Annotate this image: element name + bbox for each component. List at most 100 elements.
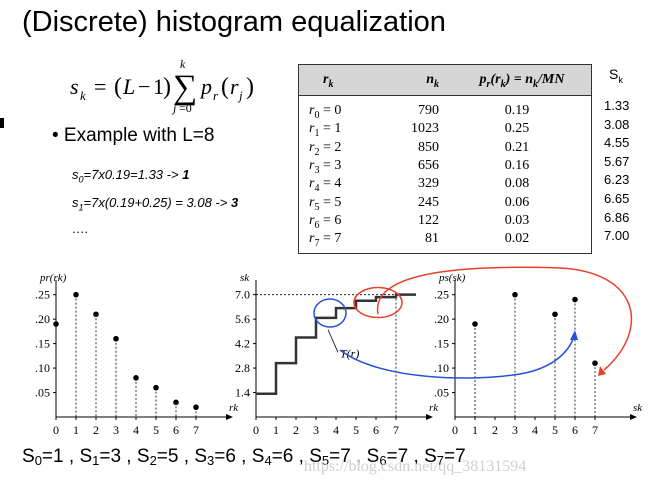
- table-cell-p: 0.08: [504, 176, 530, 192]
- ps-x-tick-label: 6: [572, 423, 578, 437]
- ps-y-tick-label: .15: [434, 337, 449, 351]
- transform-curve-label: T(r): [340, 347, 359, 361]
- ps-point: [512, 291, 518, 298]
- ps-x-tick-label: 1: [472, 423, 478, 437]
- pr-x-tick-label: 0: [53, 423, 59, 437]
- pr-y-tick-label: .15: [35, 337, 50, 351]
- slide-title: (Discrete) histogram equalization: [22, 6, 446, 38]
- ps-x-tick-label: 4: [532, 423, 538, 437]
- table-cell-n: 245: [418, 194, 439, 210]
- table-cell-r: r3 = 3: [309, 157, 342, 176]
- svg-text:j: j: [237, 88, 243, 103]
- transform-staircase: [256, 293, 416, 396]
- pr-point: [193, 404, 199, 411]
- blue-highlight-circle: [313, 298, 347, 328]
- pr-point: [73, 291, 79, 298]
- ps-x-tick-label: 7: [592, 423, 598, 437]
- ps-point: [592, 360, 598, 366]
- svg-text:s: s: [70, 74, 79, 99]
- svg-text:−: −: [138, 74, 150, 99]
- svg-text:(: (: [221, 74, 229, 100]
- table-cell-p: 0.16: [504, 157, 530, 173]
- mapping-item: S1=3: [79, 446, 122, 468]
- mapping-item: S3=6: [194, 446, 236, 468]
- transform-y-label: sk: [240, 272, 250, 284]
- mapping-item: S2=5: [136, 446, 179, 468]
- calc-line-s1: s1=7x(0.19+0.25) = 3.08 -> 3: [72, 195, 239, 213]
- table-cell-n: 656: [418, 157, 439, 173]
- red-mapping-curve: [376, 266, 633, 371]
- pr-x-tick-label: 7: [193, 423, 199, 437]
- table-cell-p: 0.19: [504, 103, 530, 118]
- svg-text:∑: ∑: [173, 69, 197, 106]
- transform-x-label: rk: [429, 402, 439, 414]
- example-heading: • Example with L=8: [52, 125, 215, 146]
- red-arrowhead: [598, 366, 606, 376]
- sk-value: 7.00: [604, 228, 630, 244]
- ps-x-arrow: [630, 414, 637, 420]
- sk-value: 1.33: [604, 98, 630, 113]
- table-cell-n: 81: [425, 231, 439, 247]
- transform-y-tick-label: 2.8: [235, 361, 250, 375]
- ps-x-tick-label: 0: [452, 423, 458, 437]
- sk-value: 6.23: [604, 172, 630, 188]
- pr-point: [153, 384, 159, 391]
- table-cell-r: r1 = 1: [309, 121, 342, 140]
- ps-point: [552, 311, 558, 318]
- svg-text:=: =: [94, 74, 106, 99]
- pr-y-label: pr(rk): [39, 272, 67, 284]
- table-cell-p: 0.25: [504, 121, 530, 137]
- pr-x-tick-label: 4: [133, 423, 139, 437]
- svg-text:): ): [163, 74, 171, 100]
- table-cell-r: r4 = 4: [309, 176, 342, 194]
- transform-x-tick-label: 1: [273, 423, 279, 437]
- svg-text:r: r: [230, 74, 239, 99]
- mapping-item: S4=6: [251, 446, 294, 468]
- transform-y-tick-label: 7.0: [235, 288, 250, 302]
- pr-x-arrow: [226, 414, 233, 420]
- svg-text:(: (: [114, 74, 122, 100]
- table-cell-r: r2 = 2: [309, 139, 342, 158]
- calc-line-s0: s0=7x0.19=1.33 -> 1: [72, 167, 190, 185]
- pr-point: [93, 311, 99, 318]
- table-header-p: pr(rk) = nk/MN: [479, 72, 565, 90]
- transform-x-arrow: [426, 414, 433, 420]
- svg-text:r: r: [213, 88, 219, 103]
- transform-x-tick-label: 5: [353, 423, 359, 437]
- table-cell-n: 122: [418, 212, 439, 228]
- table-cell-p: 0.02: [504, 231, 530, 247]
- table-cell-n: 850: [418, 139, 439, 155]
- svg-text:k: k: [80, 88, 86, 103]
- pr-y-tick-label: .20: [35, 312, 50, 326]
- watermark: https://blog.csdn.net/qq_38131594: [304, 458, 527, 475]
- ps-x-tick-label: 3: [512, 423, 518, 437]
- svg-text:p: p: [199, 74, 212, 99]
- svg-text:): ): [246, 74, 254, 100]
- table-header-n: nk: [426, 72, 439, 90]
- red-highlight-circle: [353, 286, 403, 319]
- table-cell-r: r6 = 6: [309, 212, 342, 231]
- sk-value: 6.86: [604, 209, 630, 225]
- sk-column-header: Sk: [609, 66, 623, 85]
- pr-y-tick-label: .05: [35, 386, 50, 400]
- pr-point: [113, 335, 119, 342]
- mapping-item: S5=7: [309, 446, 351, 468]
- ps-point: [472, 321, 478, 327]
- mapping-item: S0=1: [22, 446, 64, 468]
- calc-line-ellipsis: ….: [72, 221, 89, 236]
- pr-x-tick-label: 6: [173, 423, 179, 437]
- table-cell-n: 1023: [411, 121, 439, 137]
- pr-point: [173, 399, 179, 406]
- svg-text:j: j: [171, 101, 177, 115]
- transform-y-tick-label: 4.2: [235, 337, 250, 351]
- ps-y-tick-label: .20: [434, 312, 449, 326]
- table-header-r: rk: [323, 72, 334, 90]
- ps-y-tick-label: .05: [434, 386, 449, 400]
- pr-x-tick-label: 2: [93, 423, 99, 437]
- ps-x-label: sk: [633, 402, 643, 414]
- transform-x-tick-label: 7: [393, 423, 399, 437]
- histogram-table: rk nk pr(rk) = nk/MN r0 = 0 790 0.19 r1 = 1…: [298, 64, 592, 254]
- svg-text:=0: =0: [179, 101, 192, 115]
- table-cell-p: 0.21: [504, 139, 530, 155]
